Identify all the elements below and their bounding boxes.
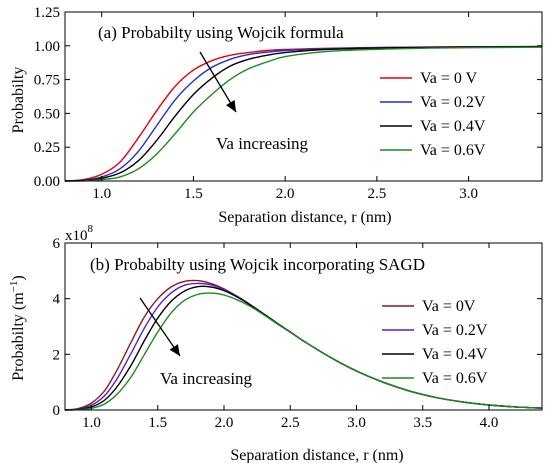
chart-a-annotation: Va increasing xyxy=(216,134,309,153)
chart-a-frame xyxy=(64,11,543,182)
chart-a-legend: Va = 0 V Va = 0.2V Va = 0.4V Va = 0.6V xyxy=(380,70,486,159)
chart-a-legend-label-3: Va = 0.6V xyxy=(420,142,486,159)
chart-a-annotation-arrow xyxy=(199,51,237,113)
chart-b-y-axis-label-main: Probabilty (m xyxy=(10,292,27,381)
chart-a-legend-label-2: Va = 0.4V xyxy=(420,118,486,135)
chart-a-x-tick-label: 1.5 xyxy=(184,186,203,202)
chart-b-y-axis-label-close: ) xyxy=(10,275,27,280)
chart-a-y-tick-label: 0.50 xyxy=(34,106,60,122)
chart-b-series-group xyxy=(64,279,543,411)
chart-b-annotation: Va increasing xyxy=(160,369,253,388)
chart-b-scale-base: x10 xyxy=(65,228,88,244)
chart-a-x-tick-label: 3.0 xyxy=(459,186,478,202)
chart-a-series-line-2 xyxy=(64,46,543,182)
chart-a-legend-label-0: Va = 0 V xyxy=(420,70,478,87)
chart-a-series-group xyxy=(64,45,543,182)
chart-b-series-line-3 xyxy=(64,292,543,411)
chart-a-arrow-head xyxy=(226,99,236,112)
chart-b-x-tick-label: 3.0 xyxy=(347,415,366,431)
chart-b-y-tick-label: 6 xyxy=(53,236,61,252)
chart-a-x-tick-label: 2.5 xyxy=(368,186,387,202)
chart-b-y-tick-label: 0 xyxy=(53,403,61,419)
chart-b-x-axis-label: Separation distance, r (nm) xyxy=(230,447,403,463)
chart-a-y-tick-label: 0.00 xyxy=(34,174,60,190)
chart-b-annotation-arrow xyxy=(139,297,181,357)
chart-b-y-axis-label: Probabilty (m−1) xyxy=(8,275,27,380)
chart-b-frame xyxy=(64,242,543,411)
chart-b-legend-label-3: Va = 0.6V xyxy=(422,370,488,387)
chart-a-y-tick-label: 0.25 xyxy=(34,140,60,156)
chart-a-series-line-1 xyxy=(64,45,543,182)
chart-b-x-tick-label: 1.5 xyxy=(148,415,167,431)
chart-a-x-tick-label: 2.0 xyxy=(276,186,295,202)
chart-b-x-tick-label: 2.0 xyxy=(215,415,234,431)
chart-b-x-tick-label: 2.5 xyxy=(281,415,300,431)
chart-b-scale-factor: x108 xyxy=(65,223,94,244)
chart-b-legend-label-1: Va = 0.2V xyxy=(422,322,488,339)
chart-a-y-axis-label: Probabilty xyxy=(10,67,27,134)
chart-b-legend: Va = 0V Va = 0.2V Va = 0.4V Va = 0.6V xyxy=(382,298,488,387)
chart-a-title: (a) Probabilty using Wojcik formula xyxy=(98,23,344,42)
chart-a-y-tick-label: 1.25 xyxy=(34,5,60,21)
chart-b-ticks: 1.0 1.5 2.0 2.5 3.0 3.5 4.0 0 2 4 6 xyxy=(53,236,542,431)
chart-a: 1.0 1.5 2.0 2.5 3.00.000.250.500.751.001.25 … xyxy=(10,5,543,226)
chart-b: 1.0 1.5 2.0 2.5 3.0 3.5 4.0 0 2 4 6 (b) Probabilty… xyxy=(8,223,543,463)
chart-a-ticks: 1.0 1.5 2.0 2.5 3.0 0.00 0.25 0.50 0.75 1.00 1.25 xyxy=(34,5,542,202)
chart-a-arrow-shaft xyxy=(199,51,237,113)
chart-a-y-tick-label: 0.75 xyxy=(34,73,60,89)
chart-a-series-line-0 xyxy=(64,45,543,182)
chart-b-x-tick-label: 1.0 xyxy=(82,415,101,431)
chart-a-series-line-3 xyxy=(64,46,543,182)
chart-b-legend-label-2: Va = 0.4V xyxy=(422,346,488,363)
chart-a-legend-label-1: Va = 0.2V xyxy=(420,94,486,111)
chart-a-x-axis-label: Separation distance, r (nm) xyxy=(218,209,391,226)
chart-b-y-tick-label: 4 xyxy=(53,292,61,308)
chart-b-y-axis-label-sup: −1 xyxy=(8,281,20,293)
chart-b-legend-label-0: Va = 0V xyxy=(422,298,476,315)
chart-a-y-tick-label: 1.00 xyxy=(34,39,60,55)
chart-b-arrow-head xyxy=(169,344,180,356)
chart-b-x-tick-label: 4.0 xyxy=(480,415,499,431)
chart-b-scale-exponent: 8 xyxy=(88,223,94,235)
chart-b-arrow-shaft xyxy=(139,297,181,357)
chart-b-y-tick-label: 2 xyxy=(53,347,61,363)
chart-a-x-tick-label: 1.0 xyxy=(92,186,111,202)
chart-b-title: (b) Probabilty using Wojcik incorporatin… xyxy=(90,255,425,274)
chart-b-x-tick-label: 3.5 xyxy=(413,415,432,431)
